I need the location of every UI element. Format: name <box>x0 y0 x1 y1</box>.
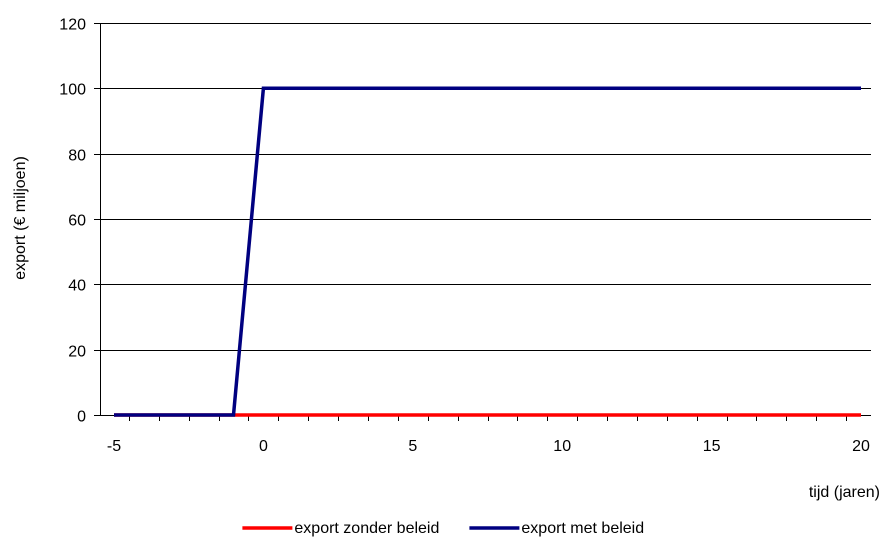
x-tick-label: 15 <box>703 438 721 455</box>
y-tick-label: 60 <box>68 213 86 230</box>
x-tick-label: 20 <box>852 438 870 455</box>
legend-label-2: export met beleid <box>521 520 644 537</box>
y-tick-label: 20 <box>68 344 86 361</box>
y-tick-label: 40 <box>68 278 86 295</box>
axes <box>94 23 871 421</box>
y-tick-label: 80 <box>68 148 86 165</box>
grid-lines <box>100 23 871 351</box>
y-axis-title: export (€ miljoen) <box>12 156 29 280</box>
x-tick-label: -5 <box>107 438 121 455</box>
y-tick-label: 120 <box>59 17 86 34</box>
x-tick-label: 10 <box>553 438 571 455</box>
series-line-2 <box>114 86 861 417</box>
x-tick-label: 0 <box>259 438 268 455</box>
x-axis-title: tijd (jaren) <box>809 484 880 501</box>
y-tick-label: 0 <box>77 409 86 426</box>
x-tick-labels: -5 0 5 10 15 20 <box>107 438 870 455</box>
series-lines <box>114 86 861 417</box>
legend: export zonder beleid export met beleid <box>242 520 644 537</box>
y-tick-label: 100 <box>59 82 86 99</box>
x-tick-label: 5 <box>408 438 417 455</box>
legend-label-1: export zonder beleid <box>294 520 439 537</box>
y-tick-labels: 0 20 40 60 80 100 120 <box>59 17 86 426</box>
